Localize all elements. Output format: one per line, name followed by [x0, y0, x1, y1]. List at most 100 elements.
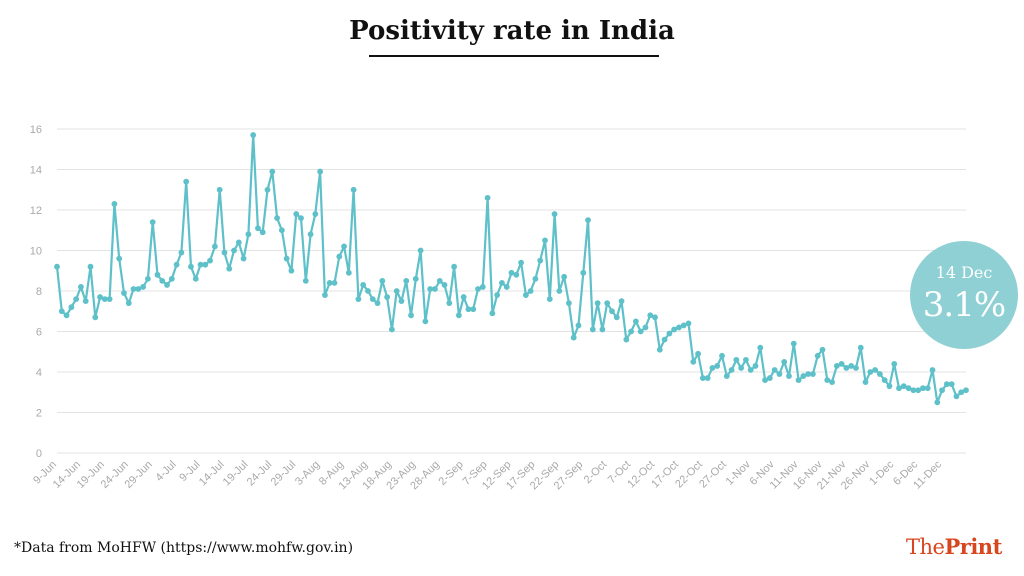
data-point	[216, 186, 223, 193]
data-point	[159, 277, 166, 284]
data-point	[106, 296, 113, 302]
data-point	[269, 168, 276, 175]
data-point	[532, 275, 539, 282]
data-point	[943, 381, 950, 388]
data-point	[838, 361, 845, 367]
data-point	[939, 387, 945, 394]
data-point	[494, 292, 501, 298]
data-point	[302, 277, 309, 284]
data-point	[307, 231, 314, 238]
data-point	[900, 383, 907, 390]
x-tick-label: 4-Jul	[153, 459, 178, 484]
data-point	[73, 296, 80, 302]
data-point	[924, 385, 931, 392]
data-point	[101, 296, 108, 302]
data-point	[518, 259, 524, 266]
data-point	[235, 239, 242, 246]
data-point	[671, 326, 678, 333]
data-point	[211, 243, 218, 250]
data-point	[814, 352, 821, 359]
data-point	[934, 399, 941, 406]
data-point	[379, 277, 386, 284]
data-point	[350, 186, 357, 193]
data-point	[326, 280, 333, 286]
data-point	[125, 300, 132, 307]
data-point	[226, 265, 233, 272]
data-point	[283, 255, 290, 262]
data-point	[843, 365, 850, 371]
y-tick-label: 4	[36, 367, 42, 379]
data-point	[733, 356, 740, 363]
x-tick-label: 2-Oct	[582, 459, 610, 487]
data-point	[609, 308, 615, 315]
y-tick-label: 14	[30, 165, 42, 177]
data-point	[896, 385, 902, 392]
x-axis-tick-labels: 9-Jun14-Jun19-Jun24-Jun29-Jun4-Jul9-Jul1…	[31, 458, 944, 492]
data-point	[145, 275, 151, 282]
source-note: *Data from MoHFW (https://www.mohfw.gov.…	[14, 540, 354, 556]
data-point	[570, 334, 577, 341]
data-point	[728, 367, 735, 373]
y-tick-label: 10	[30, 246, 42, 258]
data-point	[475, 286, 481, 292]
badge-date: 14 Dec	[935, 263, 993, 282]
data-point	[752, 363, 759, 369]
data-point	[833, 363, 840, 369]
data-point	[374, 300, 381, 307]
data-point	[876, 371, 883, 377]
data-point	[623, 336, 630, 343]
data-point	[168, 275, 175, 282]
data-point	[173, 261, 180, 268]
data-point	[436, 277, 443, 284]
data-point	[312, 211, 319, 217]
x-tick-label: 14-Jul	[197, 459, 227, 489]
series-line	[55, 134, 967, 404]
data-point	[345, 269, 352, 276]
data-point	[92, 314, 99, 321]
data-point	[250, 132, 257, 138]
data-point	[154, 271, 161, 278]
data-point	[819, 346, 826, 353]
data-point	[699, 375, 706, 381]
data-point	[331, 280, 338, 286]
data-point	[417, 247, 424, 254]
x-tick-label: 29-Jul	[269, 459, 299, 489]
data-point	[527, 288, 534, 294]
data-point	[604, 300, 611, 307]
data-point	[580, 269, 587, 276]
data-point	[963, 387, 969, 394]
data-point	[867, 369, 874, 375]
data-point	[499, 280, 505, 286]
data-point	[551, 211, 558, 217]
data-point	[298, 215, 304, 222]
latest-value-badge: 14 Dec 3.1%	[910, 241, 1018, 349]
y-tick-label: 6	[36, 327, 42, 339]
data-point	[537, 257, 544, 264]
data-point	[403, 277, 410, 284]
data-point	[360, 282, 367, 288]
data-point	[422, 318, 429, 325]
data-point	[522, 292, 529, 298]
data-point	[790, 340, 797, 347]
data-point	[661, 336, 668, 343]
y-tick-label: 2	[36, 408, 42, 420]
data-point	[594, 300, 601, 307]
data-point	[197, 261, 204, 268]
data-point	[393, 288, 400, 294]
data-point	[465, 306, 472, 313]
data-point	[503, 284, 510, 290]
data-point	[781, 358, 788, 365]
data-point	[905, 385, 912, 392]
gridlines	[57, 128, 966, 454]
data-point	[723, 373, 730, 379]
y-tick-label: 12	[30, 205, 42, 217]
data-point	[455, 312, 462, 319]
data-point	[738, 365, 745, 371]
data-point	[470, 306, 477, 313]
data-point	[513, 271, 520, 278]
y-tick-label: 8	[36, 286, 42, 298]
chart-title: Positivity rate in India	[349, 16, 675, 46]
data-point	[322, 292, 328, 298]
data-point	[183, 178, 190, 185]
